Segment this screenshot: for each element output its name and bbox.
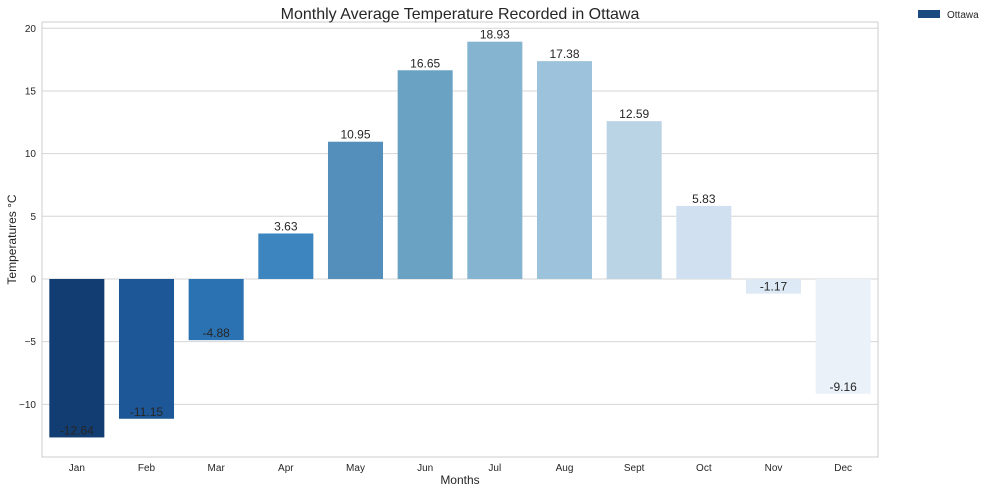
data-label-sept: 12.59 — [619, 107, 649, 121]
y-tick-label: 5 — [30, 212, 36, 223]
bar-feb[interactable] — [118, 278, 175, 419]
data-label-nov: -1.17 — [760, 280, 788, 294]
grid-lines — [42, 27, 878, 405]
bar-nov[interactable] — [745, 278, 802, 294]
x-tick-label-jun: Jun — [417, 463, 433, 474]
data-label-aug: 17.38 — [549, 47, 579, 61]
data-label-jan: -12.64 — [60, 423, 94, 437]
x-tick-label-dec: Dec — [834, 463, 852, 474]
x-axis-label: Months — [440, 473, 479, 487]
x-tick-label-mar: Mar — [208, 463, 226, 474]
x-tick-label-may: May — [346, 463, 365, 474]
legend-entry-ottawa: Ottawa — [947, 10, 979, 21]
y-tick-labels: −10 −5 0 5 10 15 20 — [19, 24, 36, 411]
bar-jun[interactable] — [397, 70, 453, 279]
y-tick-label: −5 — [25, 337, 37, 348]
bar-dec[interactable] — [815, 278, 871, 394]
bar-mar[interactable] — [188, 278, 244, 341]
legend[interactable]: Ottawa — [918, 10, 979, 21]
x-tick-label-nov: Nov — [765, 463, 783, 474]
x-tick-labels: Jan Feb Mar Apr May Jun Jul Aug Sept Oct Nov Dec — [69, 463, 852, 474]
chart-title: Monthly Average Temperature Recorded in … — [281, 6, 640, 23]
bar-oct[interactable] — [676, 205, 732, 279]
data-label-may: 10.95 — [340, 128, 370, 142]
x-tick-label-oct: Oct — [696, 463, 712, 474]
bar-sept[interactable] — [606, 121, 662, 279]
x-tick-label-jul: Jul — [488, 463, 501, 474]
bar-aug[interactable] — [536, 61, 593, 279]
x-tick-label-apr: Apr — [278, 463, 294, 474]
data-labels: -12.64 -11.15 -4.88 3.63 10.95 16.65 18.93 17.3… — [60, 28, 857, 438]
y-tick-label: 0 — [30, 274, 36, 285]
x-tick-label-feb: Feb — [138, 463, 156, 474]
y-tick-label: 15 — [25, 86, 37, 97]
data-label-dec: -9.16 — [829, 380, 857, 394]
data-label-apr: 3.63 — [274, 219, 298, 233]
plot-frame — [41, 21, 879, 458]
bar-apr[interactable] — [258, 233, 314, 279]
bar-jul[interactable] — [467, 41, 523, 279]
legend-swatch — [918, 10, 940, 18]
y-tick-label: 20 — [25, 24, 37, 35]
data-label-feb: -11.15 — [130, 405, 163, 419]
data-label-jun: 16.65 — [410, 56, 440, 70]
x-tick-label-sept: Sept — [624, 463, 645, 474]
data-label-mar: -4.88 — [202, 326, 230, 340]
x-tick-label-aug: Aug — [556, 463, 574, 474]
data-label-jul: 18.93 — [480, 28, 510, 42]
bar-may[interactable] — [327, 141, 384, 279]
y-tick-label: −10 — [19, 400, 36, 411]
y-tick-label: 10 — [25, 149, 37, 160]
data-label-oct: 5.83 — [692, 192, 716, 206]
x-tick-label-jan: Jan — [69, 463, 85, 474]
bar-jan[interactable] — [49, 278, 105, 438]
bars — [49, 41, 871, 438]
y-axis-label: Temperatures °C — [5, 194, 19, 284]
